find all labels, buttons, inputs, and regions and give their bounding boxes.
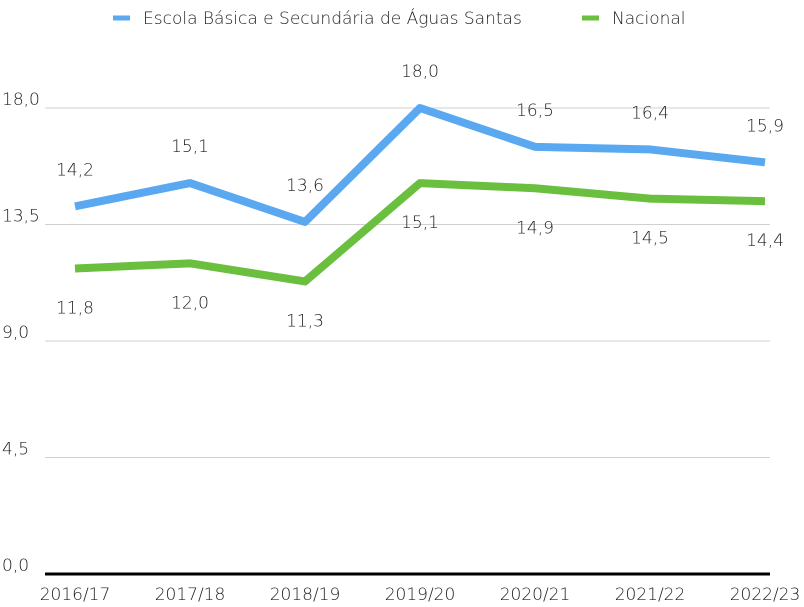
value-label: 16,4 <box>631 103 669 123</box>
y-tick-label: 9,0 <box>2 323 29 343</box>
y-tick-label: 13,5 <box>2 207 40 227</box>
x-tick-label: 2019/20 <box>385 585 456 605</box>
x-tick-label: 2020/21 <box>500 585 571 605</box>
value-label: 11,8 <box>56 299 94 319</box>
value-label: 16,5 <box>516 101 554 121</box>
value-label: 15,1 <box>401 213 439 233</box>
x-tick-label: 2021/22 <box>615 585 686 605</box>
value-label: 11,3 <box>286 311 324 331</box>
value-label: 13,6 <box>286 176 324 196</box>
value-label: 14,5 <box>631 229 669 249</box>
x-tick-label: 2016/17 <box>40 585 111 605</box>
x-tick-label: 2022/23 <box>730 585 801 605</box>
value-label: 15,1 <box>171 137 209 157</box>
value-label: 18,0 <box>401 62 439 82</box>
x-tick-label: 2018/19 <box>270 585 341 605</box>
y-tick-label: 4,5 <box>2 440 29 460</box>
value-label: 15,9 <box>746 116 784 136</box>
series-line <box>74 179 766 286</box>
y-tick-label: 18,0 <box>2 90 40 110</box>
legend-label: Nacional <box>612 9 686 29</box>
y-tick-label: 0,0 <box>2 556 29 576</box>
value-label: 12,0 <box>171 293 209 313</box>
x-tick-label: 2017/18 <box>155 585 226 605</box>
value-label: 14,9 <box>516 218 554 238</box>
series-line <box>74 104 766 226</box>
value-label: 14,4 <box>746 231 784 251</box>
legend-label: Escola Básica e Secundária de Águas Sant… <box>143 7 522 29</box>
value-label: 14,2 <box>56 160 94 180</box>
